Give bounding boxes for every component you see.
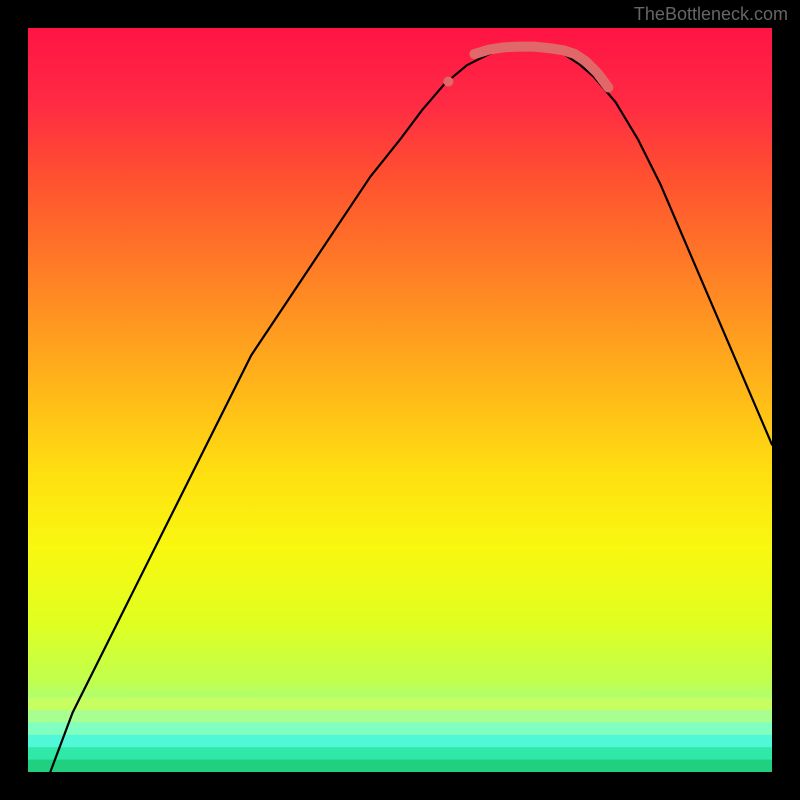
plot-area xyxy=(28,28,772,772)
chart-container: TheBottleneck.com xyxy=(0,0,800,800)
watermark-text: TheBottleneck.com xyxy=(634,4,788,25)
plot-svg xyxy=(28,28,772,772)
